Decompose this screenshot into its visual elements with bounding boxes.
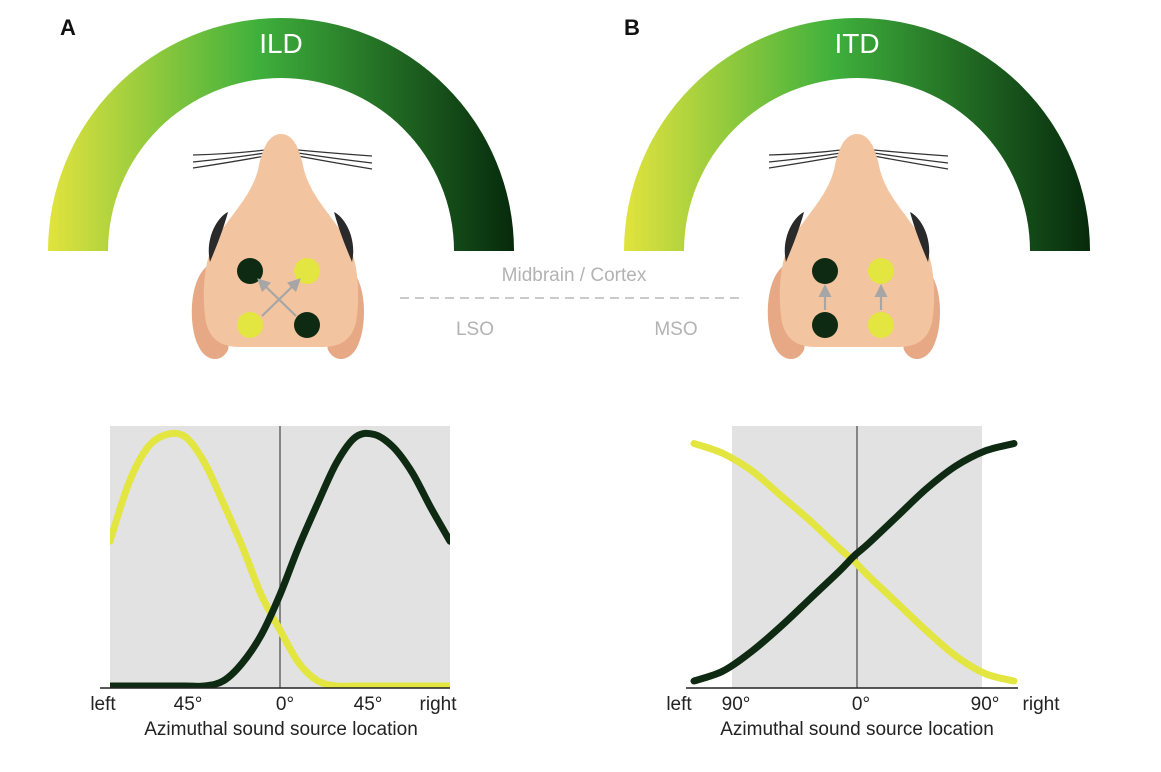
right-eye-a xyxy=(334,212,354,262)
panel-a: A ILD xyxy=(48,15,514,360)
whiskers-a xyxy=(192,149,373,170)
chart-b-series xyxy=(690,440,1018,685)
chart-a: left 45° 0° 45° right Azimuthal sound so… xyxy=(90,426,457,740)
neuron-dark-bottom-left-b xyxy=(812,312,838,338)
chart-b-tick-right: right xyxy=(1023,694,1061,715)
left-eye-a xyxy=(208,212,228,262)
neuron-yellow-bottom-right-b xyxy=(868,312,894,338)
head-body-a xyxy=(203,134,359,347)
right-eye-b xyxy=(910,212,930,262)
chart-b-tick-left: left xyxy=(666,694,692,715)
panel-letter-b: B xyxy=(624,15,640,40)
whiskers-b xyxy=(768,149,949,170)
chart-b-yellow-curve xyxy=(690,440,1018,685)
lso-label: LSO xyxy=(456,319,494,340)
chart-a-tick-left: left xyxy=(90,694,116,715)
chart-a-dark-green-curve xyxy=(110,429,450,688)
chart-a-tick-45-right: 45° xyxy=(354,694,383,715)
mouse-head-b xyxy=(767,134,941,360)
itd-gradient-arc xyxy=(624,18,1090,251)
neuron-dark-top-left-a xyxy=(237,258,263,284)
chart-b-dark-green-curve xyxy=(690,440,1018,685)
chart-a-yellow-curve xyxy=(110,429,450,688)
crossed-arrow-1 xyxy=(261,278,301,317)
level-divider: Midbrain / Cortex LSO MSO xyxy=(400,265,742,340)
chart-b-tick-0: 0° xyxy=(852,694,870,715)
neuron-dark-bottom-right-a xyxy=(294,312,320,338)
mso-circuit xyxy=(812,258,894,338)
lso-circuit xyxy=(237,258,320,338)
chart-b-x-axis-title: Azimuthal sound source location xyxy=(720,719,994,740)
ild-arc-label: ILD xyxy=(259,28,303,59)
ild-gradient-arc xyxy=(48,18,514,251)
panel-b: B ITD xyxy=(624,15,1090,360)
chart-a-x-axis-title: Azimuthal sound source location xyxy=(144,719,418,740)
panel-letter-a: A xyxy=(60,15,76,40)
itd-arc-label: ITD xyxy=(834,28,879,59)
chart-a-tick-45-left: 45° xyxy=(174,694,203,715)
mso-label: MSO xyxy=(654,319,697,340)
upper-level-label: Midbrain / Cortex xyxy=(502,265,647,286)
chart-b-tick-90-left: 90° xyxy=(722,694,751,715)
chart-a-tick-0: 0° xyxy=(276,694,294,715)
head-body-b xyxy=(779,134,935,347)
left-eye-b xyxy=(784,212,804,262)
neuron-yellow-top-right-b xyxy=(868,258,894,284)
neuron-yellow-top-right-a xyxy=(294,258,320,284)
chart-b: left 90° 0° 90° right Azimuthal sound so… xyxy=(666,426,1060,740)
mouse-head-a xyxy=(191,134,365,360)
neuron-dark-top-left-b xyxy=(812,258,838,284)
chart-a-series xyxy=(110,429,450,688)
crossed-arrow-2 xyxy=(257,278,297,317)
chart-a-tick-right: right xyxy=(420,694,458,715)
neuron-yellow-bottom-left-a xyxy=(237,312,263,338)
chart-b-tick-90-right: 90° xyxy=(971,694,1000,715)
